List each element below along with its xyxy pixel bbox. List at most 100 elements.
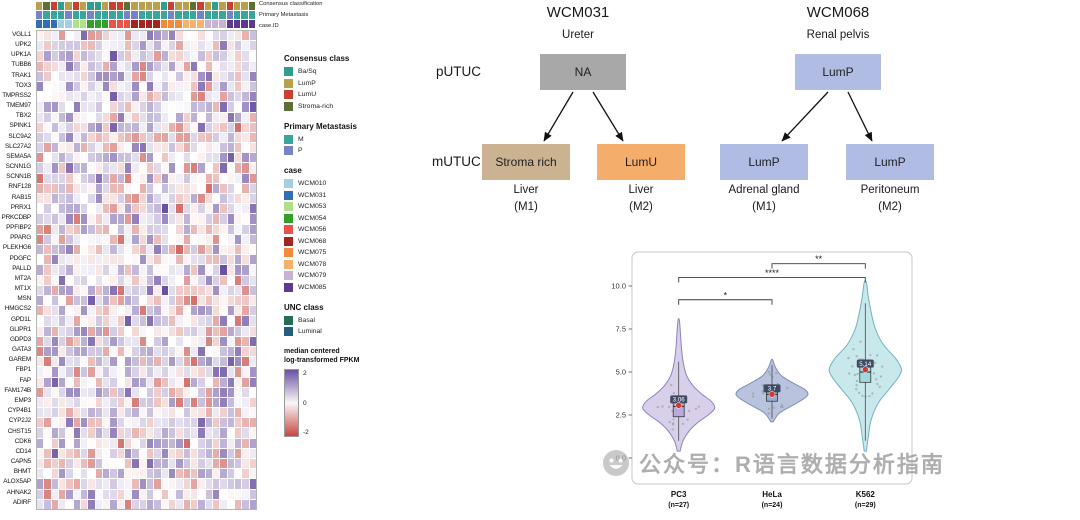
heatmap-cell: [44, 316, 51, 326]
heatmap-cell: [95, 143, 102, 153]
heatmap-cell: [191, 245, 198, 255]
heatmap-cell: [73, 122, 80, 132]
heatmap-cell: [59, 234, 66, 245]
heatmap-cell: [235, 204, 242, 214]
heatmap-cell: [191, 469, 198, 479]
heatmap-cell: [191, 428, 198, 438]
heatmap-cell: [154, 306, 161, 316]
heatmap-cell: [59, 285, 66, 295]
heatmap-cell: [139, 61, 146, 71]
metastasis-site-label: Adrenal gland: [728, 184, 800, 196]
heatmap-cell: [44, 479, 51, 489]
heatmap-cell: [125, 112, 132, 122]
heatmap-cell: [132, 183, 139, 194]
heatmap-cell: [110, 194, 117, 204]
heatmap-cell: [176, 469, 183, 479]
metastasis-trees: pUTUC mUTUC WCM031 Ureter NA Stroma rich Liv…: [420, 0, 1080, 245]
heatmap-cell: [37, 41, 44, 51]
jitter-point: [875, 378, 878, 381]
gene-label: GLIPR1: [9, 325, 31, 333]
heatmap-cell: [95, 31, 102, 41]
heatmap-cell: [73, 367, 80, 377]
jitter-point: [671, 423, 675, 426]
heatmap-cell: [147, 357, 154, 367]
gene-label: TUBB6: [11, 61, 31, 69]
heatmap-cell: [125, 245, 132, 255]
heatmap-cell: [249, 194, 256, 204]
heatmap-cell: [125, 194, 132, 204]
heatmap-cell: [88, 499, 95, 509]
heatmap-cell: [161, 204, 168, 214]
heatmap-cell: [147, 397, 154, 408]
heatmap-cell: [88, 81, 95, 92]
heatmap-cell: [191, 346, 198, 357]
heatmap-cell: [103, 194, 110, 204]
jitter-point: [847, 356, 850, 360]
heatmap-cell: [235, 41, 242, 51]
heatmap-cell: [73, 255, 80, 265]
case-annotation-cell: [153, 20, 160, 28]
heatmap-cell: [154, 367, 161, 377]
heatmap-cell: [235, 459, 242, 469]
heatmap-cell: [169, 163, 176, 173]
heatmap-cell: [59, 214, 66, 224]
heatmap-cell: [132, 245, 139, 255]
heatmap-cell: [81, 397, 88, 408]
legend-title: case: [284, 166, 302, 175]
heatmap-cell: [73, 459, 80, 469]
heatmap-cell: [66, 306, 73, 316]
case-annotation-cell: [36, 20, 43, 28]
heatmap-cell: [59, 102, 66, 112]
heatmap-cell: [191, 479, 198, 489]
mean-label: 5.14: [859, 361, 872, 368]
heatmap-cell: [227, 224, 234, 234]
heatmap-cell: [37, 306, 44, 316]
heatmap-cell: [51, 295, 58, 306]
jitter-point: [670, 383, 673, 387]
case-annotation-cell: [160, 20, 167, 28]
heatmap-cell: [81, 173, 88, 183]
heatmap-cell: [81, 306, 88, 316]
heatmap-cell: [132, 31, 139, 41]
jitter-point: [686, 418, 689, 421]
gene-label: MSN: [17, 295, 31, 303]
heatmap-cell: [88, 387, 95, 397]
heatmap-cell: [147, 92, 154, 102]
x-tick-label: K562: [856, 490, 876, 499]
heatmap-cell: [235, 469, 242, 479]
heatmap-cell: [161, 418, 168, 428]
legend-item-label: WCM010: [298, 180, 327, 187]
heatmap-cell: [59, 459, 66, 469]
heatmap-cell: [125, 367, 132, 377]
heatmap-cell: [220, 194, 227, 204]
heatmap-cell: [51, 92, 58, 102]
heatmap-cell: [220, 92, 227, 102]
heatmap-cell: [73, 92, 80, 102]
heatmap-cell: [176, 428, 183, 438]
heatmap-cell: [132, 336, 139, 346]
heatmap-cell: [132, 132, 139, 143]
heatmap-cell: [81, 265, 88, 275]
heatmap-cell: [147, 377, 154, 387]
heatmap-cell: [132, 438, 139, 448]
heatmap-cell: [183, 61, 190, 71]
heatmap-cell: [227, 285, 234, 295]
heatmap-cell: [73, 397, 80, 408]
heatmap-cell: [176, 173, 183, 183]
mean-label: 3.06: [673, 397, 686, 404]
heatmap-cell: [220, 255, 227, 265]
heatmap-cell: [235, 31, 242, 41]
heatmap-cell: [139, 316, 146, 326]
heatmap-cell: [198, 357, 205, 367]
heatmap-cell: [51, 122, 58, 132]
heatmap-cell: [37, 438, 44, 448]
heatmap-cell: [242, 234, 249, 245]
heatmap-cell: [73, 346, 80, 357]
legend-swatch: [284, 190, 293, 200]
heatmap-cell: [227, 275, 234, 285]
heatmap-cell: [198, 397, 205, 408]
heatmap-cell: [95, 428, 102, 438]
heatmap-cell: [66, 428, 73, 438]
heatmap-cell: [132, 459, 139, 469]
heatmap-cell: [66, 387, 73, 397]
